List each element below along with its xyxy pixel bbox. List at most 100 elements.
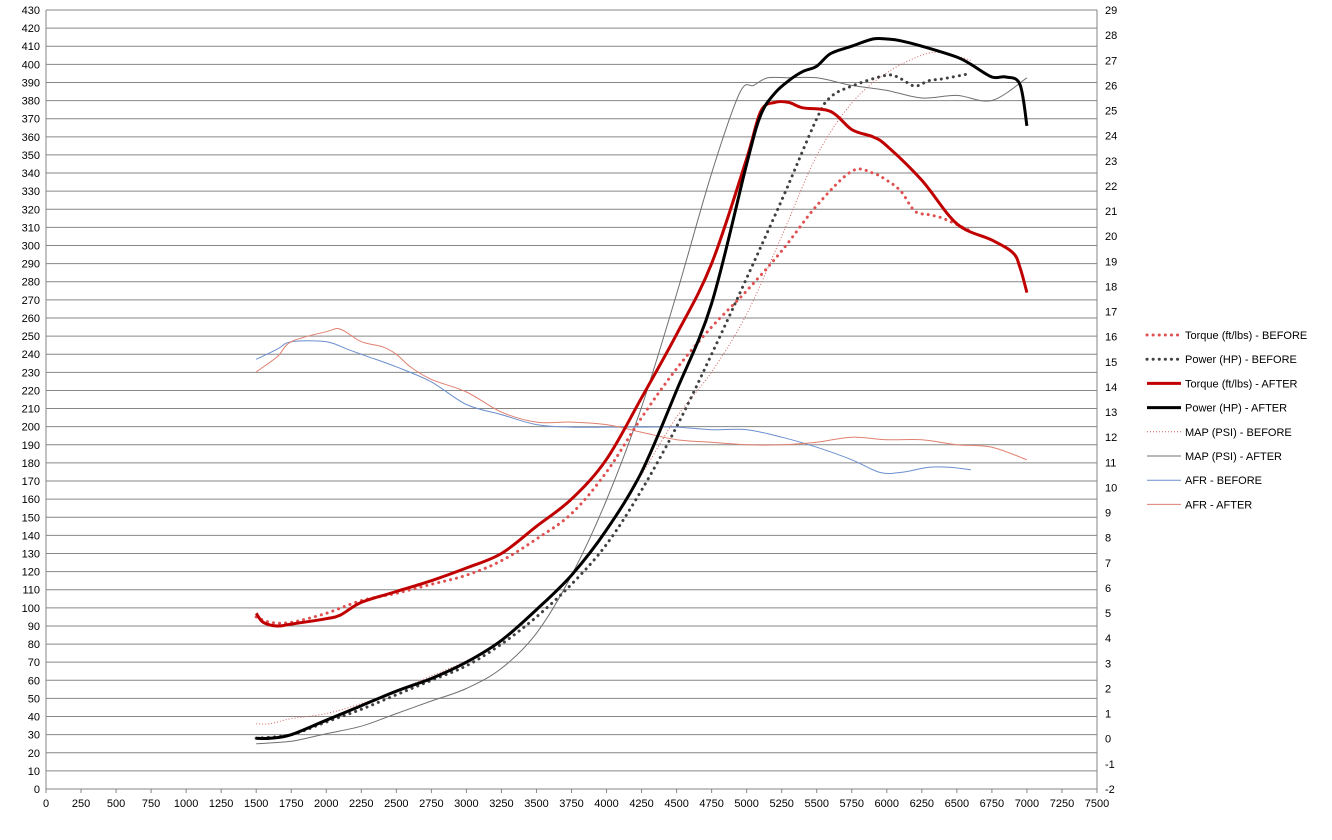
x-tick-label: 3000	[454, 798, 478, 810]
y2-tick-label: 25	[1105, 106, 1117, 118]
y-tick-label: 60	[28, 675, 40, 687]
series-line-3	[256, 36, 1029, 741]
x-tick-label: 3250	[489, 798, 513, 810]
y-tick-label: 320	[22, 204, 40, 216]
x-tick-label: 3500	[524, 798, 548, 810]
y2-tick-label: 26	[1105, 80, 1117, 92]
y-tick-label: 160	[22, 494, 40, 506]
x-tick-label: 750	[142, 798, 160, 810]
y-tick-label: 180	[22, 458, 40, 470]
y2-tick-label: 3	[1105, 658, 1111, 670]
y-tick-label: 250	[22, 331, 40, 343]
y-tick-label: 270	[22, 295, 40, 307]
legend-label: Torque (ft/lbs) - BEFORE	[1185, 330, 1307, 342]
x-tick-label: 2750	[419, 798, 443, 810]
y2-tick-label: 21	[1105, 206, 1117, 218]
y2-tick-label: 11	[1105, 457, 1116, 469]
y2-tick-label: 13	[1105, 407, 1117, 419]
y2-tick-label: 0	[1105, 734, 1111, 746]
y-tick-label: 110	[22, 585, 40, 597]
x-tick-label: 7250	[1050, 798, 1074, 810]
x-tick-label: 500	[107, 798, 125, 810]
y2-tick-label: 14	[1105, 382, 1117, 394]
y-tick-label: 340	[22, 168, 40, 180]
y2-tick-label: 4	[1105, 633, 1111, 645]
gridlines	[46, 9, 1097, 790]
x-tick-label: 3750	[559, 798, 583, 810]
y2-tick-label: 22	[1105, 181, 1117, 193]
x-axis-tick-labels: 0 250 500 750 1000 1250 1500 1750 2000 2250 2500 27…	[43, 798, 1109, 810]
y-tick-label: 370	[22, 114, 40, 126]
legend-label: Power (HP) - BEFORE	[1185, 354, 1297, 366]
y-tick-label: 70	[28, 657, 40, 669]
y2-tick-label: 16	[1105, 332, 1117, 344]
x-tick-label: 1000	[174, 798, 198, 810]
x-tick-label: 4500	[664, 798, 688, 810]
y2-tick-label: 24	[1105, 131, 1117, 143]
y-tick-label: 200	[22, 422, 40, 434]
y-tick-label: 210	[22, 404, 40, 416]
y-tick-label: 300	[22, 241, 40, 253]
x-tick-label: 1750	[279, 798, 303, 810]
y2-tick-label: 15	[1105, 357, 1117, 369]
y-tick-label: 220	[22, 385, 40, 397]
y-tick-label: 40	[28, 712, 40, 724]
series-line-1	[254, 71, 973, 740]
x-tick-label: 250	[72, 798, 90, 810]
x-tick-label: 6500	[945, 798, 969, 810]
y2-tick-label: 27	[1105, 55, 1117, 67]
x-tick-label: 7500	[1085, 798, 1109, 810]
x-tick-label: 5750	[840, 798, 864, 810]
y-tick-label: 100	[22, 603, 40, 615]
x-tick-label: 5000	[734, 798, 758, 810]
legend-label: MAP (PSI) - AFTER	[1185, 451, 1282, 463]
y2-tick-label: 9	[1105, 508, 1111, 520]
y2-tick-label: 29	[1105, 5, 1117, 17]
series-line-7	[255, 328, 1028, 461]
y-tick-label: 400	[22, 59, 40, 71]
y-tick-label: 430	[22, 5, 40, 17]
y-tick-label: 230	[22, 367, 40, 379]
y-tick-label: 20	[28, 748, 40, 760]
legend-label: AFR - AFTER	[1185, 499, 1252, 511]
y-tick-label: 0	[34, 784, 40, 796]
y-tick-label: 390	[22, 77, 40, 89]
x-tick-label: 5250	[769, 798, 793, 810]
x-tick-label: 4250	[629, 798, 653, 810]
y-tick-label: 80	[28, 639, 40, 651]
y2-tick-label: 10	[1105, 482, 1117, 494]
y2-tick-label: 23	[1105, 156, 1117, 168]
x-tick-label: 5500	[804, 798, 828, 810]
y2-tick-label: 8	[1105, 533, 1111, 545]
right-axis-tick-labels: -2-1012345678910111213141516171819202122…	[1105, 5, 1117, 796]
y-tick-label: 420	[22, 23, 40, 35]
y-tick-label: 280	[22, 277, 40, 289]
x-tick-label: 1500	[244, 798, 268, 810]
y-tick-label: 130	[22, 548, 40, 560]
y2-tick-label: 20	[1105, 231, 1117, 243]
y2-tick-label: 17	[1105, 307, 1117, 319]
series-line-6	[255, 340, 971, 475]
x-tick-label: 4000	[594, 798, 618, 810]
y2-tick-label: -1	[1105, 759, 1115, 771]
series-lines	[254, 36, 1029, 745]
y2-tick-label: 6	[1105, 583, 1111, 595]
y-tick-label: 170	[22, 476, 40, 488]
series-line-5	[256, 76, 1028, 745]
y-tick-label: 330	[22, 186, 40, 198]
y2-tick-label: 7	[1105, 558, 1111, 570]
legend-label: MAP (PSI) - BEFORE	[1185, 427, 1292, 439]
y-tick-label: 190	[22, 440, 40, 452]
y-tick-label: 90	[28, 621, 40, 633]
y2-tick-label: -2	[1105, 784, 1115, 796]
y-tick-label: 380	[22, 96, 40, 108]
y-tick-label: 150	[22, 512, 40, 524]
y-tick-label: 310	[22, 222, 40, 234]
y2-tick-label: 12	[1105, 432, 1117, 444]
x-tick-label: 2500	[384, 798, 408, 810]
y2-tick-label: 1	[1105, 709, 1111, 721]
x-tick-label: 6250	[910, 798, 934, 810]
legend-label: AFR - BEFORE	[1185, 475, 1262, 487]
y-tick-label: 290	[22, 259, 40, 271]
